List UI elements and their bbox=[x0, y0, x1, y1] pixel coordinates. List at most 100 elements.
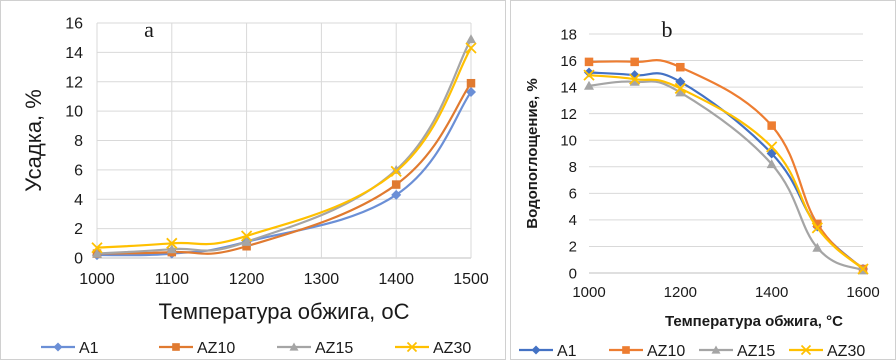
chart0-series-az10 bbox=[92, 78, 476, 258]
chart0-xtick-1400: 1400 bbox=[378, 271, 414, 288]
chart1-point-az10-1400 bbox=[767, 121, 776, 130]
chart1-legend-marker-az30 bbox=[800, 344, 812, 356]
chart0-legend-label-az10: AZ10 bbox=[197, 340, 235, 357]
chart0-x-axis-label: Температура обжига, оС bbox=[158, 299, 409, 324]
chart1-ytick-0: 0 bbox=[569, 265, 577, 282]
chart0-series-az15 bbox=[92, 34, 476, 258]
chart1-point-az30-1400 bbox=[766, 141, 778, 153]
chart1-point-az30-1000 bbox=[583, 69, 595, 81]
chart1-ytick-12: 12 bbox=[560, 106, 577, 123]
chart1-ytick-16: 16 bbox=[560, 53, 577, 70]
chart0-y-axis-label: Усадка, % bbox=[21, 89, 46, 192]
chart0-point-az15-1000 bbox=[92, 248, 102, 258]
chart1-point-az15-1400 bbox=[766, 159, 777, 169]
chart1-ytick-18: 18 bbox=[560, 26, 577, 43]
chart1-point-az30-1100 bbox=[629, 73, 641, 85]
chart0-xtick-1100: 1100 bbox=[155, 271, 190, 288]
chart-panel-b: 0 2 4 6 8 10 12 14 16 18 1000 1200 1400 1600 b Температ… bbox=[510, 0, 896, 360]
chart0-point-az15-1500 bbox=[466, 34, 476, 44]
chart0-point-az15-1100 bbox=[166, 244, 177, 254]
chart1-series-line-az30 bbox=[588, 74, 864, 270]
chart1-ytick-14: 14 bbox=[560, 79, 577, 96]
chart0-point-az15-1200 bbox=[241, 236, 252, 246]
chart0-legend-item-a1: A1 bbox=[41, 340, 99, 357]
chart0-xtick-1500: 1500 bbox=[453, 271, 489, 288]
chart0-point-az30-1000 bbox=[91, 242, 103, 254]
chart0-xtick-1200: 1200 bbox=[229, 271, 265, 288]
chart1-point-az30-1500 bbox=[811, 222, 823, 234]
chart1-point-az10-1200 bbox=[676, 62, 685, 72]
chart0-point-az10-1200 bbox=[242, 242, 251, 251]
chart0-point-az30-1400 bbox=[390, 165, 402, 177]
chart0-ytick-8: 8 bbox=[74, 133, 83, 150]
chart0-point-az30-1200 bbox=[240, 230, 253, 242]
chart0-ytick-4: 4 bbox=[74, 192, 83, 209]
chart0-point-a1-1500 bbox=[466, 87, 476, 98]
chart0-series-line-a1 bbox=[96, 91, 472, 257]
chart1-legend-label-az10: AZ10 bbox=[647, 343, 685, 360]
chart0-legend-label-a1: A1 bbox=[79, 340, 99, 357]
chart0-legend-label-az30: AZ30 bbox=[433, 340, 471, 357]
chart0-series-line-az15 bbox=[96, 38, 472, 255]
chart1-ytick-8: 8 bbox=[569, 159, 577, 176]
chart1-panel-label: b bbox=[662, 17, 673, 42]
chart1-legend-marker-a1 bbox=[531, 345, 541, 355]
chart0-legend-marker-a1 bbox=[53, 342, 63, 352]
chart0-point-az30-1500 bbox=[465, 42, 477, 54]
chart1-series-az30 bbox=[583, 69, 869, 275]
chart0-series-az30 bbox=[91, 42, 477, 254]
chart0-legend-marker-az30 bbox=[406, 341, 418, 353]
chart1-legend-label-az30: AZ30 bbox=[827, 343, 865, 360]
chart0-xtick-1300: 1300 bbox=[304, 271, 340, 288]
chart0-legend-item-az30: AZ30 bbox=[395, 340, 471, 357]
chart0-xtick-1000: 1000 bbox=[79, 271, 115, 288]
chart1-series-line-a1 bbox=[588, 71, 864, 270]
water-absorption-chart: 0 2 4 6 8 10 12 14 16 18 1000 1200 1400 1600 b Температ… bbox=[519, 17, 880, 360]
chart1-series-line-az10 bbox=[588, 59, 864, 270]
chart0-ytick-14: 14 bbox=[65, 45, 83, 62]
chart0-point-az30-1100 bbox=[166, 237, 178, 249]
chart1-xtick-1400: 1400 bbox=[755, 284, 788, 301]
chart1-legend-item-az30: AZ30 bbox=[789, 343, 865, 360]
chart1-point-az10-1000 bbox=[584, 57, 594, 67]
chart1-xtick-1000: 1000 bbox=[572, 284, 605, 301]
chart1-series-az15 bbox=[584, 76, 868, 275]
chart1-point-az30-1600 bbox=[857, 263, 869, 275]
chart1-y-axis-label: Водопоглощение, % bbox=[524, 78, 541, 228]
chart1-point-az15-1100 bbox=[629, 76, 640, 86]
chart1-ytick-6: 6 bbox=[569, 186, 577, 203]
chart0-series-line-az30 bbox=[96, 47, 472, 249]
chart1-point-az15-1000 bbox=[584, 80, 594, 90]
chart1-point-az30-1200 bbox=[674, 82, 686, 95]
chart1-point-az15-1200 bbox=[675, 87, 686, 97]
chart0-point-az10-1500 bbox=[466, 78, 476, 88]
chart0-ytick-10: 10 bbox=[65, 104, 83, 121]
chart0-legend-item-az15: AZ15 bbox=[277, 340, 353, 357]
chart1-legend-marker-az10 bbox=[622, 346, 630, 354]
chart1-xtick-1600: 1600 bbox=[846, 284, 879, 301]
chart0-ytick-6: 6 bbox=[74, 162, 83, 179]
chart1-point-az10-1500 bbox=[813, 219, 822, 229]
chart0-point-az10-1400 bbox=[391, 180, 401, 189]
chart1-ytick-10: 10 bbox=[560, 132, 577, 149]
chart1-legend-label-az15: AZ15 bbox=[737, 343, 775, 360]
chart1-legend-item-a1: A1 bbox=[519, 343, 577, 359]
chart1-x-axis-label: Температура обжига, °С bbox=[665, 313, 843, 330]
chart1-series-line-az15 bbox=[588, 80, 864, 272]
chart1-legend-item-az10: AZ10 bbox=[609, 343, 685, 360]
chart1-series-a1 bbox=[584, 67, 868, 275]
chart0-point-a1-1400 bbox=[391, 189, 402, 200]
chart0-legend-label-az15: AZ15 bbox=[315, 340, 353, 357]
chart1-series-az10 bbox=[584, 57, 868, 274]
chart0-legend-item-az10: AZ10 bbox=[159, 340, 235, 357]
chart0-legend-marker-az15 bbox=[289, 342, 299, 351]
chart0-panel-label: a bbox=[144, 17, 154, 42]
chart1-legend-marker-az15 bbox=[711, 345, 721, 354]
chart0-ytick-0: 0 bbox=[74, 251, 83, 268]
chart0-ytick-2: 2 bbox=[74, 221, 83, 238]
chart-panel-a: 0 2 4 6 8 10 12 14 16 1000 1100 1200 1300 1400 1500 a Те… bbox=[0, 0, 506, 360]
chart0-point-az15-1400 bbox=[391, 164, 402, 174]
chart1-ytick-4: 4 bbox=[569, 212, 577, 229]
chart0-series-line-az10 bbox=[96, 82, 472, 255]
chart1-ytick-2: 2 bbox=[569, 239, 577, 256]
